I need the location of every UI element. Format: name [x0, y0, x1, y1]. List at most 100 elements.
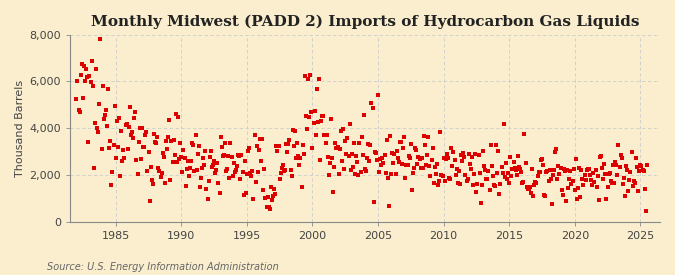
Point [459, 155, 470, 159]
Point [126, 132, 136, 137]
Point [80, 79, 90, 83]
Point [383, 176, 394, 181]
Point [480, 168, 491, 172]
Point [192, 152, 203, 156]
Point [207, 165, 217, 169]
Point [524, 184, 535, 189]
Point [329, 165, 340, 169]
Point [551, 147, 562, 152]
Point [78, 95, 88, 100]
Point [492, 171, 503, 175]
Point [353, 173, 364, 177]
Point [296, 185, 307, 189]
Point [462, 177, 473, 181]
Point [360, 167, 371, 172]
Point [217, 154, 228, 158]
Point [93, 130, 104, 134]
Point [319, 132, 330, 137]
Point [338, 127, 348, 132]
Point [334, 147, 345, 151]
Point [420, 143, 431, 148]
Point [191, 167, 202, 172]
Point [223, 154, 234, 159]
Point [171, 160, 182, 164]
Point [152, 134, 163, 139]
Point [232, 164, 242, 169]
Point [374, 170, 385, 174]
Point [307, 146, 318, 150]
Point [215, 134, 226, 139]
Point [463, 152, 474, 156]
Y-axis label: Thousand Barrels: Thousand Barrels [15, 80, 25, 177]
Point [248, 197, 259, 202]
Point [83, 140, 94, 145]
Point [118, 147, 129, 152]
Point [454, 181, 465, 186]
Point [398, 146, 408, 151]
Point [612, 173, 623, 177]
Point [330, 141, 341, 145]
Point [586, 177, 597, 182]
Point [308, 121, 319, 125]
Point [564, 177, 574, 182]
Point [354, 141, 365, 145]
Point [362, 142, 373, 147]
Point [598, 176, 609, 181]
Point [240, 191, 251, 196]
Point [178, 148, 189, 153]
Point [475, 201, 486, 205]
Point [316, 119, 327, 123]
Point [484, 188, 495, 192]
Point [489, 184, 500, 188]
Point [260, 196, 271, 200]
Point [147, 181, 158, 186]
Point [552, 177, 563, 181]
Point [581, 168, 592, 173]
Point [78, 64, 89, 68]
Point [92, 125, 103, 130]
Point [159, 180, 170, 185]
Point [394, 160, 404, 164]
Point [297, 143, 308, 147]
Point [607, 181, 618, 185]
Point [153, 166, 164, 170]
Point [325, 161, 335, 166]
Point [356, 135, 367, 139]
Point [198, 156, 209, 160]
Point [111, 119, 122, 123]
Point [371, 158, 382, 163]
Point [618, 176, 629, 180]
Point [140, 132, 151, 137]
Point [139, 144, 150, 149]
Point [325, 116, 336, 121]
Point [546, 202, 557, 207]
Point [614, 165, 625, 169]
Point [263, 195, 273, 199]
Point [72, 79, 83, 83]
Point [164, 118, 175, 123]
Point [167, 160, 178, 164]
Point [577, 176, 588, 181]
Point [367, 106, 378, 111]
Point [489, 183, 500, 188]
Point [411, 148, 422, 152]
Point [300, 114, 311, 118]
Point [81, 67, 92, 71]
Point [238, 192, 249, 197]
Point [281, 142, 292, 146]
Point [421, 163, 431, 167]
Point [169, 153, 180, 157]
Point [441, 152, 452, 156]
Point [427, 146, 438, 150]
Point [641, 208, 651, 213]
Point [560, 169, 570, 173]
Point [331, 145, 342, 150]
Point [426, 158, 437, 163]
Point [433, 183, 443, 187]
Point [602, 185, 613, 189]
Point [555, 166, 566, 170]
Point [346, 168, 356, 173]
Point [424, 164, 435, 168]
Point [182, 167, 192, 172]
Point [279, 169, 290, 174]
